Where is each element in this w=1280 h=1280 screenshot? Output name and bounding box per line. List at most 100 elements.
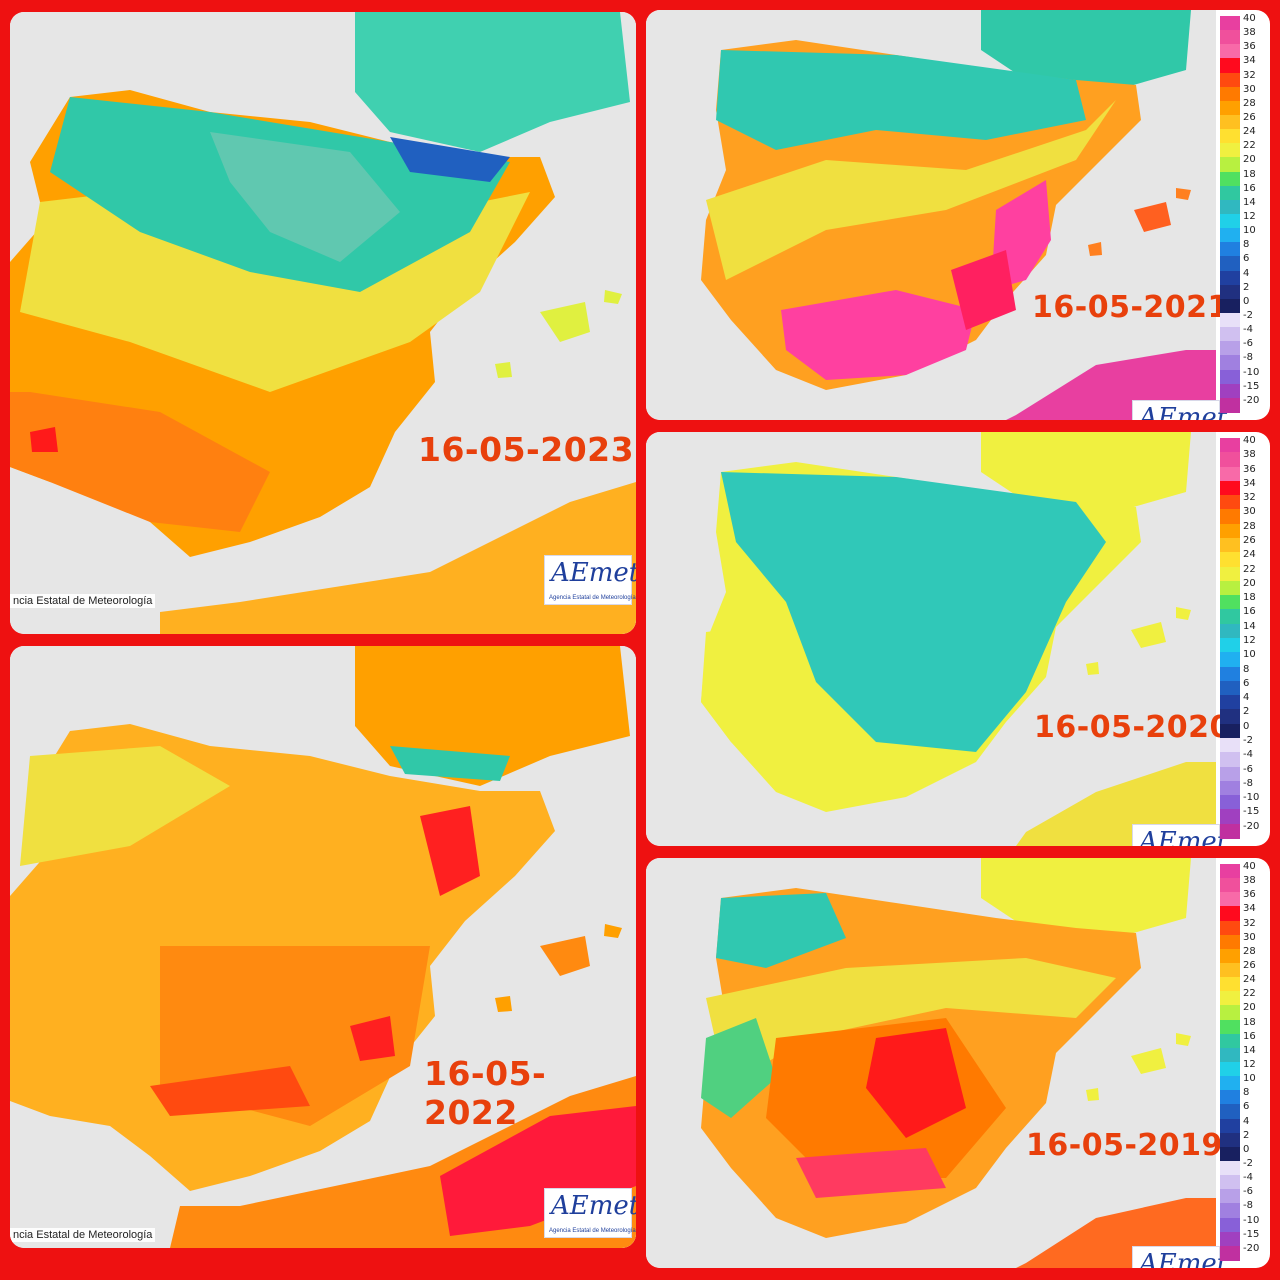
legend-swatch [1220,1005,1240,1021]
legend-label: 30 [1243,83,1256,95]
legend-label: 2 [1243,281,1250,293]
legend-swatch [1220,823,1240,839]
legend-label: -8 [1243,352,1253,364]
legend-label: 12 [1243,635,1256,646]
legend-swatch [1220,864,1240,879]
legend-label: 26 [1243,535,1256,546]
legend-label: 16 [1243,606,1256,618]
legend-swatch [1220,609,1240,625]
legend-label: 8 [1243,1087,1250,1099]
legend-swatch [1220,1104,1240,1120]
legend-swatch [1220,795,1240,811]
legend-swatch [1220,214,1240,229]
date-label: 16-05-2020 [1034,710,1231,745]
legend-swatch [1220,766,1240,782]
legend-label: 0 [1243,720,1250,732]
legend-label: 22 [1243,563,1256,575]
legend-label: 16 [1243,1030,1256,1042]
logo-wordmark: AEmet [1139,403,1228,420]
legend-swatch [1220,313,1240,328]
logo-wordmark: AEmet [551,558,636,588]
legend-swatch [1220,623,1240,639]
legend-swatch [1220,185,1240,201]
legend-label: -4 [1243,324,1253,336]
legend-label: 34 [1243,477,1256,489]
legend-swatch [1220,1090,1240,1106]
aemet-logo: AEmet Agencia Estatal de Meteorología [544,555,636,605]
legend-swatch [1220,1062,1240,1077]
legend-label: 10 [1243,1073,1256,1085]
legend-label: 30 [1243,506,1256,518]
legend-swatch [1220,16,1240,31]
temperature-map-2023 [10,12,636,634]
legend-label: -20 [1243,394,1260,406]
legend-swatch [1220,480,1240,496]
legend-swatch [1220,595,1240,611]
legend-label: 6 [1243,1101,1250,1113]
aemet-logo: AEmet Agencia Estatal de Meteorología [544,1188,636,1238]
legend-label: 6 [1243,253,1250,265]
legend-label: 36 [1243,463,1256,475]
map-panel-2019: 16-05-2019 AEmet 40 38 36 34 32 30 28 26 24 22 20 1… [646,858,1270,1268]
legend-swatch [1220,228,1240,244]
legend-swatch [1220,1076,1240,1092]
legend-swatch [1220,934,1240,950]
legend-label: -6 [1243,1186,1253,1198]
temperature-map-2022 [10,646,636,1248]
legend-swatch [1220,892,1240,908]
legend-label: -15 [1243,380,1260,392]
legend-label: 14 [1243,620,1256,632]
temperature-legend: 40 38 36 34 32 30 28 26 24 22 20 18 16 14 12 10 8 6 4 2 0 -2-… [1220,10,1270,420]
logo-wordmark: AEmet [1139,1249,1228,1268]
legend-label: 30 [1243,931,1256,943]
legend-swatch [1220,709,1240,725]
map-panel-2021: 16-05-2021 AEmet 40 38 36 34 32 30 28 26 24 22 20 1… [646,10,1270,420]
legend-swatch [1220,638,1240,653]
legend-swatch [1220,256,1240,272]
legend-label: -10 [1243,1214,1260,1226]
legend-label: 40 [1243,861,1256,872]
legend-label: 22 [1243,988,1256,1000]
legend-swatch [1220,566,1240,582]
legend-label: 20 [1243,577,1256,589]
legend-swatch [1220,327,1240,343]
legend-swatch [1220,58,1240,74]
legend-swatch [1220,666,1240,682]
legend-label: 24 [1243,549,1256,561]
legend-swatch [1220,1175,1240,1191]
temperature-legend: 40 38 36 34 32 30 28 26 24 22 20 18 16 14 12 10 8 6 4 2 0 -2-… [1220,858,1270,1268]
legend-label: -10 [1243,792,1260,804]
temperature-map-2020 [646,432,1216,846]
logo-subtitle: Agencia Estatal de Meteorología [549,1228,636,1234]
legend-label: 4 [1243,692,1250,704]
legend-swatch [1220,780,1240,796]
legend-swatch [1220,906,1240,922]
legend-swatch [1220,1231,1240,1247]
legend-swatch [1220,652,1240,668]
legend-swatch [1220,878,1240,894]
legend-swatch [1220,977,1240,993]
date-label: 16-05-2022 [424,1054,547,1132]
legend-label: 22 [1243,140,1256,152]
legend-label: 10 [1243,225,1256,237]
legend-swatch [1220,948,1240,964]
legend-swatch [1220,129,1240,145]
legend-swatch [1220,580,1240,596]
logo-subtitle: Agencia Estatal de Meteorología [549,595,636,601]
logo-wordmark: AEmet [1139,827,1228,846]
legend-label: 26 [1243,960,1256,971]
legend-label: 34 [1243,55,1256,67]
legend-label: 20 [1243,1002,1256,1014]
legend-swatch [1220,397,1240,413]
legend-label: 32 [1243,917,1256,929]
legend-swatch [1220,1019,1240,1035]
legend-label: 38 [1243,449,1256,461]
legend-swatch [1220,509,1240,525]
logo-wordmark: AEmet [551,1191,636,1221]
legend-swatch [1220,495,1240,511]
legend-label: 14 [1243,196,1256,208]
legend-label: -15 [1243,806,1260,818]
legend-swatch [1220,680,1240,696]
legend-label: -6 [1243,763,1253,775]
legend-label: 0 [1243,1143,1250,1155]
